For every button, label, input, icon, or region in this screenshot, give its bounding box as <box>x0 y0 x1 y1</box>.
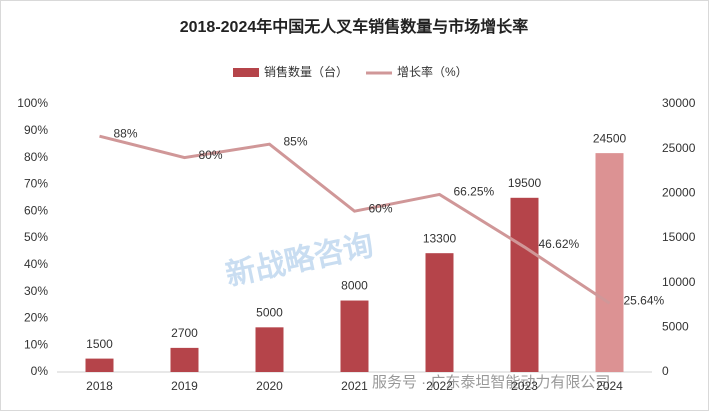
bar <box>170 347 199 372</box>
x-tick-label: 2023 <box>511 379 538 393</box>
bar <box>255 327 284 372</box>
y-tick-label: 10% <box>24 337 48 351</box>
y2-tick-label: 15000 <box>662 230 696 244</box>
y-tick-label: 80% <box>24 150 48 164</box>
x-tick-label: 2019 <box>171 379 198 393</box>
data-label: 60% <box>369 201 393 215</box>
y-tick-label: 100% <box>17 96 48 110</box>
y2-tick-label: 20000 <box>662 186 696 200</box>
y2-tick-label: 30000 <box>662 96 696 110</box>
bar <box>595 153 624 372</box>
bar <box>85 358 114 372</box>
data-label: 88% <box>114 126 138 140</box>
data-label: 5000 <box>256 306 283 320</box>
data-label: 25.64% <box>624 293 665 307</box>
data-label: 2700 <box>171 326 198 340</box>
y2-tick-label: 10000 <box>662 275 696 289</box>
x-tick-label: 2024 <box>596 379 623 393</box>
y-tick-label: 40% <box>24 257 48 271</box>
y2-tick-label: 0 <box>662 364 669 378</box>
y-tick-label: 70% <box>24 177 48 191</box>
data-label: 80% <box>199 148 223 162</box>
watermark: 服务号 · 广东泰坦智能动力有限公司 <box>372 373 610 391</box>
y-tick-label: 90% <box>24 123 48 137</box>
line <box>99 134 611 305</box>
y-tick-label: 20% <box>24 311 48 325</box>
bar <box>510 197 539 372</box>
data-label: 85% <box>284 134 308 148</box>
data-label: 66.25% <box>454 185 495 199</box>
x-tick-label: 2018 <box>86 379 113 393</box>
y2-tick-label: 5000 <box>662 320 689 334</box>
data-label: 46.62% <box>539 237 580 251</box>
data-label: 1500 <box>86 337 113 351</box>
x-tick-label: 2022 <box>426 379 453 393</box>
x-tick-label: 2020 <box>256 379 283 393</box>
y-tick-label: 60% <box>24 203 48 217</box>
y-tick-label: 50% <box>24 230 48 244</box>
data-label: 24500 <box>593 131 627 145</box>
x-tick-label: 2021 <box>341 379 368 393</box>
legend-label: 销售数量（台） <box>264 64 348 79</box>
chart-title: 2018-2024年中国无人叉车销售数量与市场增长率 <box>180 17 529 36</box>
y2-tick-label: 25000 <box>662 141 696 155</box>
legend-swatch <box>233 68 259 77</box>
data-label: 19500 <box>508 176 542 190</box>
data-label: 13300 <box>423 231 457 245</box>
bar <box>340 300 369 372</box>
y-tick-label: 0% <box>31 364 49 378</box>
bar <box>425 253 454 372</box>
y-tick-label: 30% <box>24 284 48 298</box>
data-label: 8000 <box>341 279 368 293</box>
legend-label: 增长率（%） <box>397 64 468 79</box>
